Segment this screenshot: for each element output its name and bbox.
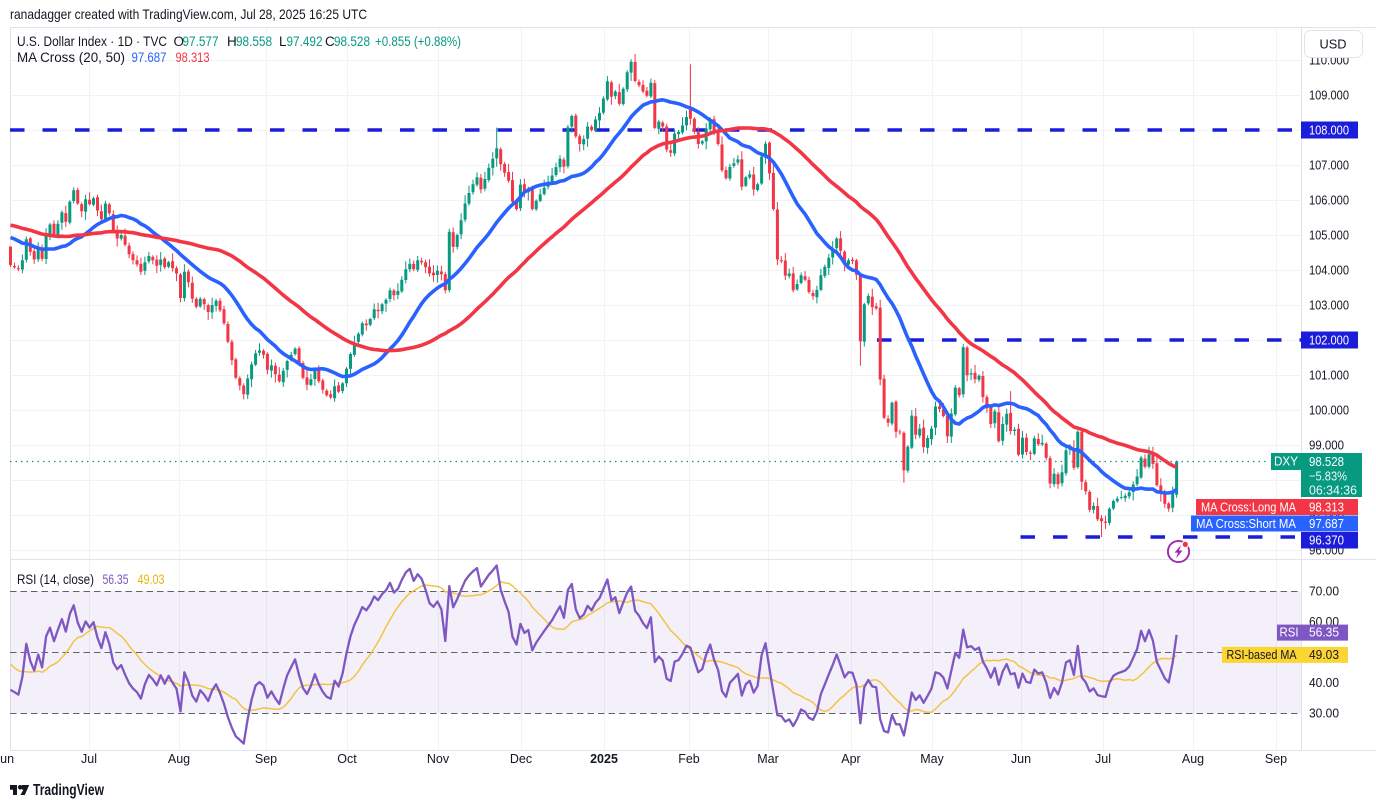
svg-text:98.313: 98.313 — [176, 50, 210, 65]
svg-text:104.000: 104.000 — [1309, 263, 1349, 278]
svg-text:97.492: 97.492 — [287, 34, 323, 49]
svg-text:Apr: Apr — [841, 752, 860, 766]
svg-text:108.000: 108.000 — [1309, 123, 1349, 138]
svg-text:RSI-based MA: RSI-based MA — [1227, 648, 1298, 662]
svg-text:ranadagger created with Tradin: ranadagger created with TradingView.com,… — [10, 6, 367, 22]
svg-text:97.687: 97.687 — [132, 50, 167, 65]
svg-text:2025: 2025 — [590, 752, 618, 766]
svg-text:Jun: Jun — [1011, 752, 1031, 766]
svg-text:49.03: 49.03 — [1309, 647, 1339, 662]
svg-text:DXY: DXY — [1274, 454, 1298, 469]
svg-text:56.35: 56.35 — [103, 572, 129, 587]
svg-text:97.687: 97.687 — [1309, 516, 1344, 531]
svg-text:MA Cross:Long MA: MA Cross:Long MA — [1201, 501, 1297, 515]
svg-text:USD: USD — [1320, 37, 1347, 52]
svg-text:56.35: 56.35 — [1309, 625, 1339, 640]
svg-text:C: C — [325, 34, 335, 49]
svg-text:Sep: Sep — [1265, 752, 1287, 766]
svg-text:98.528: 98.528 — [1309, 454, 1344, 469]
svg-text:L: L — [279, 34, 287, 49]
svg-text:Jul: Jul — [81, 752, 97, 766]
svg-text:109.000: 109.000 — [1309, 88, 1349, 103]
svg-text:RSI (14, close): RSI (14, close) — [17, 572, 94, 587]
svg-text:06:34:36: 06:34:36 — [1309, 483, 1357, 498]
svg-text:H: H — [227, 34, 237, 49]
svg-text:98.528: 98.528 — [334, 34, 370, 49]
svg-text:101.000: 101.000 — [1309, 368, 1349, 383]
svg-text:Nov: Nov — [427, 752, 450, 766]
svg-text:49.03: 49.03 — [138, 572, 165, 587]
svg-text:97.577: 97.577 — [183, 34, 219, 49]
svg-text:Sep: Sep — [255, 752, 277, 766]
svg-text:Oct: Oct — [337, 752, 357, 766]
svg-text:102.000: 102.000 — [1309, 333, 1349, 348]
svg-text:Dec: Dec — [510, 752, 532, 766]
svg-text:106.000: 106.000 — [1309, 193, 1349, 208]
svg-text:Jun: Jun — [0, 752, 14, 766]
svg-text:99.000: 99.000 — [1309, 438, 1344, 453]
svg-text:+0.855 (+0.88%): +0.855 (+0.88%) — [375, 34, 461, 49]
svg-text:96.370: 96.370 — [1309, 533, 1344, 548]
svg-text:−5.83%: −5.83% — [1309, 469, 1347, 484]
svg-text:98.558: 98.558 — [236, 34, 272, 49]
svg-text:Jul: Jul — [1095, 752, 1111, 766]
svg-text:MA Cross (20, 50): MA Cross (20, 50) — [17, 50, 125, 65]
svg-text:100.000: 100.000 — [1309, 403, 1349, 418]
svg-text:103.000: 103.000 — [1309, 298, 1349, 313]
svg-text:TradingView: TradingView — [33, 782, 105, 799]
svg-text:MA Cross:Short MA: MA Cross:Short MA — [1196, 517, 1297, 531]
svg-text:RSI: RSI — [1280, 626, 1299, 640]
svg-text:O: O — [174, 34, 185, 49]
svg-text:70.00: 70.00 — [1309, 583, 1339, 598]
svg-text:40.00: 40.00 — [1309, 675, 1339, 690]
svg-text:Aug: Aug — [168, 752, 190, 766]
svg-text:30.00: 30.00 — [1309, 706, 1339, 721]
svg-text:May: May — [920, 752, 944, 766]
svg-text:Aug: Aug — [1182, 752, 1204, 766]
svg-text:107.000: 107.000 — [1309, 158, 1349, 173]
svg-text:Feb: Feb — [678, 752, 700, 766]
svg-text:98.313: 98.313 — [1309, 500, 1344, 515]
svg-text:Mar: Mar — [757, 752, 779, 766]
svg-text:105.000: 105.000 — [1309, 228, 1349, 243]
svg-text:U.S. Dollar Index · 1D · TVC: U.S. Dollar Index · 1D · TVC — [17, 34, 167, 49]
